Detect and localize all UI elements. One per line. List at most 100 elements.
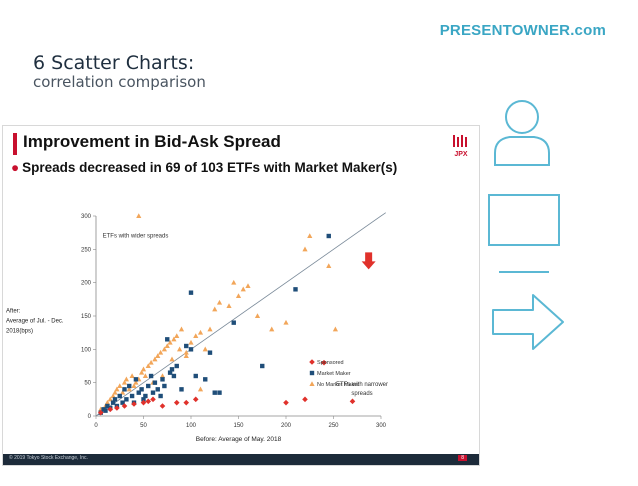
data-point xyxy=(155,353,161,358)
data-point xyxy=(174,363,179,369)
y-axis-label: 2018(bps) xyxy=(6,329,33,335)
y-tick-label: 0 xyxy=(88,414,92,420)
data-point xyxy=(133,377,139,382)
data-point xyxy=(121,403,128,409)
data-point xyxy=(207,350,213,355)
data-point xyxy=(145,363,151,368)
data-point xyxy=(193,333,199,338)
x-tick-label: 200 xyxy=(281,423,292,429)
data-point xyxy=(139,387,144,392)
data-point xyxy=(197,386,204,392)
data-point xyxy=(260,363,265,369)
data-point xyxy=(126,386,132,392)
data-point xyxy=(158,349,164,355)
data-point xyxy=(226,303,232,308)
data-point xyxy=(216,299,223,305)
brand-text: PRESENTOWNER.com xyxy=(439,22,606,39)
data-point xyxy=(293,287,298,292)
x-axis-label: Before: Average of May. 2018 xyxy=(196,436,282,443)
data-point xyxy=(321,359,327,366)
data-point xyxy=(152,380,158,385)
data-point xyxy=(107,406,114,413)
data-point xyxy=(193,373,198,379)
data-point xyxy=(131,383,137,388)
data-point xyxy=(167,370,173,375)
data-point xyxy=(159,403,166,409)
slide-panel: Improvement in Bid-Ask Spread ● Spreads d… xyxy=(2,125,480,466)
data-point xyxy=(173,399,180,406)
data-point xyxy=(129,393,135,399)
data-point xyxy=(133,379,139,385)
annotation-narrower: ETFs with narrower xyxy=(336,382,388,388)
data-point xyxy=(112,389,118,395)
data-point xyxy=(183,349,189,355)
data-point xyxy=(188,290,194,295)
data-point xyxy=(123,376,129,382)
data-point xyxy=(140,399,147,406)
data-point xyxy=(307,233,313,238)
data-point xyxy=(164,343,170,348)
slide-bullet-text: Spreads decreased in 69 of 103 ETFs with… xyxy=(22,160,398,175)
slide-title: Improvement in Bid-Ask Spread xyxy=(23,132,281,151)
data-point xyxy=(160,377,165,382)
data-point xyxy=(150,396,156,403)
data-point xyxy=(332,326,338,332)
data-point xyxy=(159,373,166,378)
data-point xyxy=(231,320,236,325)
data-point xyxy=(127,383,132,389)
data-point xyxy=(283,319,289,325)
data-point xyxy=(104,399,110,405)
data-point xyxy=(188,339,194,345)
data-point xyxy=(114,405,120,411)
data-point xyxy=(171,336,177,342)
data-point xyxy=(155,387,160,392)
data-point xyxy=(177,346,183,352)
data-point xyxy=(217,390,222,395)
data-point xyxy=(145,398,152,405)
y-tick-label: 300 xyxy=(81,214,92,220)
footer-copyright: © 2019 Tokyo Stock Exchange, Inc. xyxy=(9,455,88,461)
down-arrow-icon xyxy=(361,252,376,270)
data-point xyxy=(188,347,194,352)
x-tick-label: 250 xyxy=(328,423,339,429)
data-point xyxy=(171,373,177,379)
data-point xyxy=(169,356,175,362)
data-point xyxy=(146,383,151,389)
data-point xyxy=(349,398,356,405)
data-point xyxy=(131,401,137,407)
data-point xyxy=(136,390,141,395)
footer-page-number: 8 xyxy=(458,455,467,461)
y-axis-label: Average of Jul. - Dec. xyxy=(6,319,64,325)
data-point xyxy=(148,359,154,365)
data-point xyxy=(161,346,167,352)
data-point xyxy=(197,329,204,335)
data-point xyxy=(105,403,110,409)
y-tick-label: 250 xyxy=(81,247,92,253)
scatter-chart: 0 50 100 150 200 250 300 0 50 100 150 200 250 300 Spon… xyxy=(6,212,388,443)
data-point xyxy=(110,393,116,398)
data-point xyxy=(326,263,332,268)
annotation-narrower: spreads xyxy=(351,391,372,397)
data-point xyxy=(122,387,127,392)
logo-text: JPX xyxy=(454,151,468,158)
data-point xyxy=(212,390,217,395)
slide-footer: © 2019 Tokyo Stock Exchange, Inc. 8 xyxy=(3,454,479,465)
reference-line xyxy=(95,212,386,417)
data-point xyxy=(183,353,189,358)
x-tick-label: 300 xyxy=(376,423,387,429)
data-point xyxy=(150,390,156,395)
y-tick-label: 100 xyxy=(81,347,92,353)
legend-label: Sponsored xyxy=(317,360,344,366)
x-tick-label: 100 xyxy=(186,423,197,429)
data-point xyxy=(121,379,128,385)
data-point xyxy=(139,369,145,375)
data-point xyxy=(231,279,237,285)
data-point xyxy=(140,366,147,372)
data-point xyxy=(245,283,251,288)
legend-marker xyxy=(309,370,315,376)
data-point xyxy=(169,367,175,372)
data-point xyxy=(184,343,189,349)
data-point xyxy=(178,326,185,332)
legend-marker xyxy=(309,381,315,386)
data-point xyxy=(142,373,148,378)
